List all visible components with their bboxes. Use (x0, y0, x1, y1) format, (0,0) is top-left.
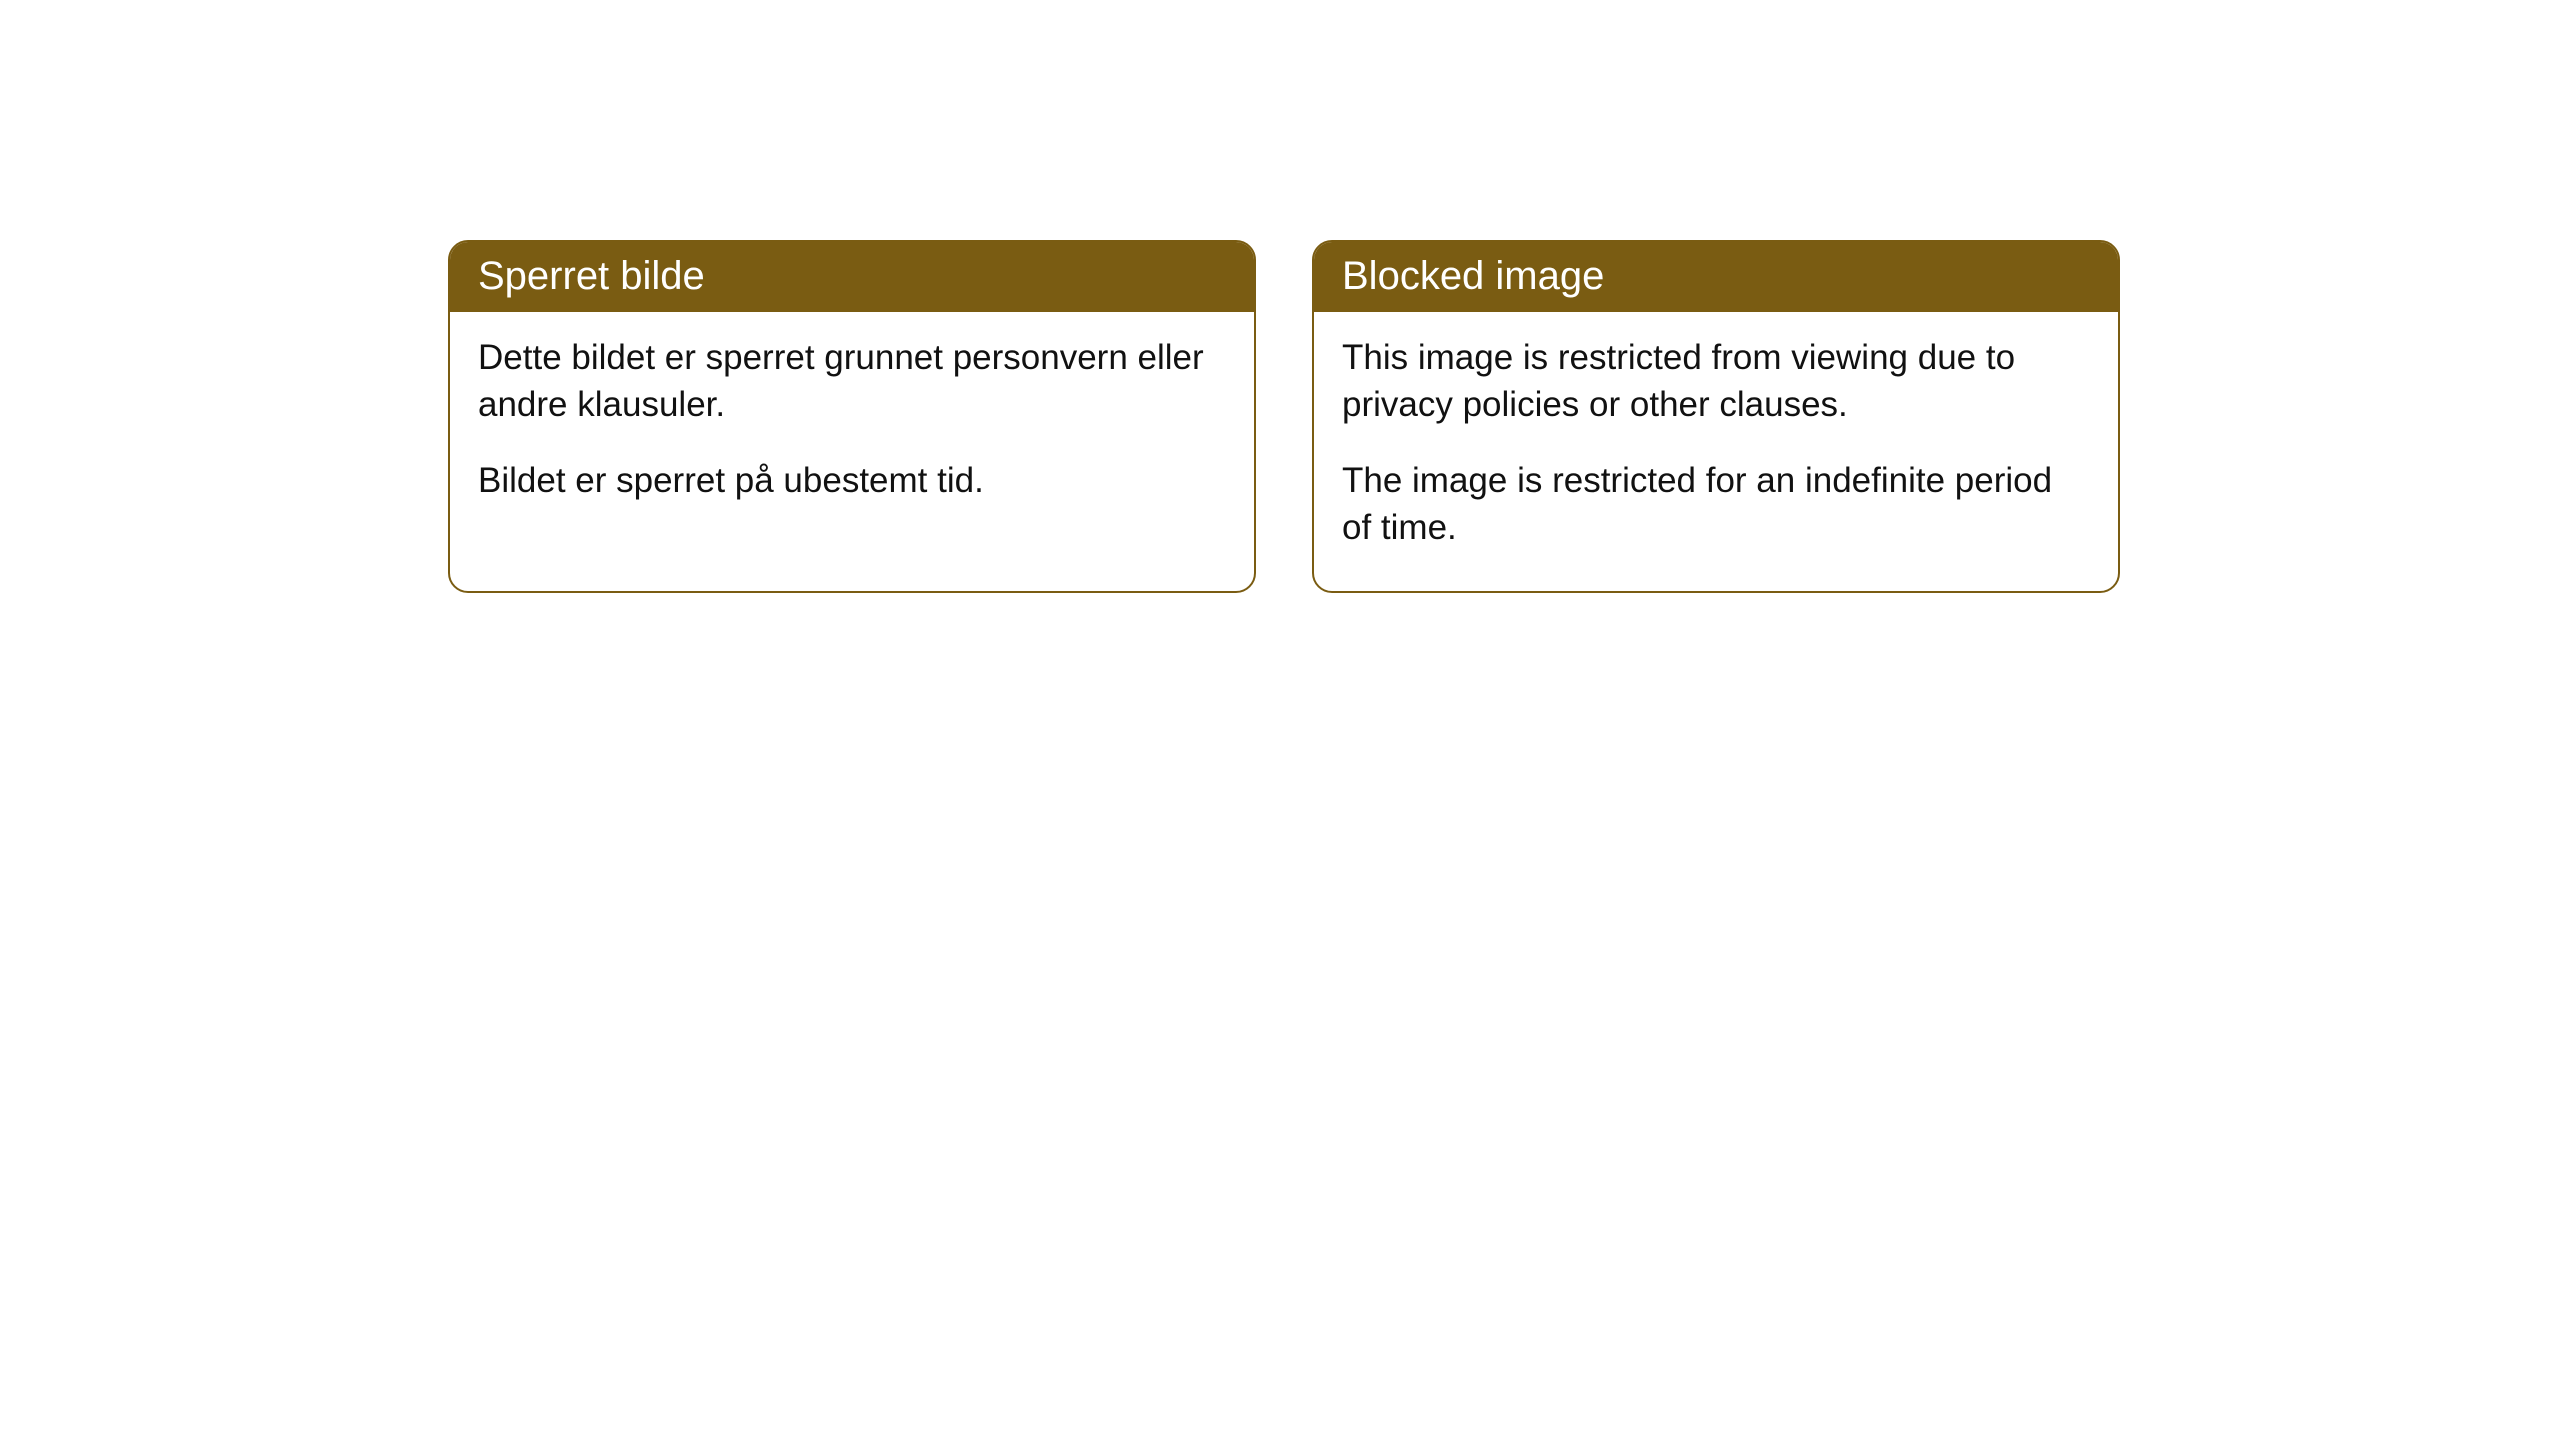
card-title: Blocked image (1314, 242, 2118, 312)
card-paragraph-2: Bildet er sperret på ubestemt tid. (478, 457, 1226, 504)
card-paragraph-2: The image is restricted for an indefinit… (1342, 457, 2090, 552)
blocked-image-card-english: Blocked image This image is restricted f… (1312, 240, 2120, 593)
card-paragraph-1: Dette bildet er sperret grunnet personve… (478, 334, 1226, 429)
card-body: Dette bildet er sperret grunnet personve… (450, 312, 1254, 544)
card-body: This image is restricted from viewing du… (1314, 312, 2118, 591)
card-paragraph-1: This image is restricted from viewing du… (1342, 334, 2090, 429)
cards-container: Sperret bilde Dette bildet er sperret gr… (0, 0, 2560, 593)
blocked-image-card-norwegian: Sperret bilde Dette bildet er sperret gr… (448, 240, 1256, 593)
card-title: Sperret bilde (450, 242, 1254, 312)
